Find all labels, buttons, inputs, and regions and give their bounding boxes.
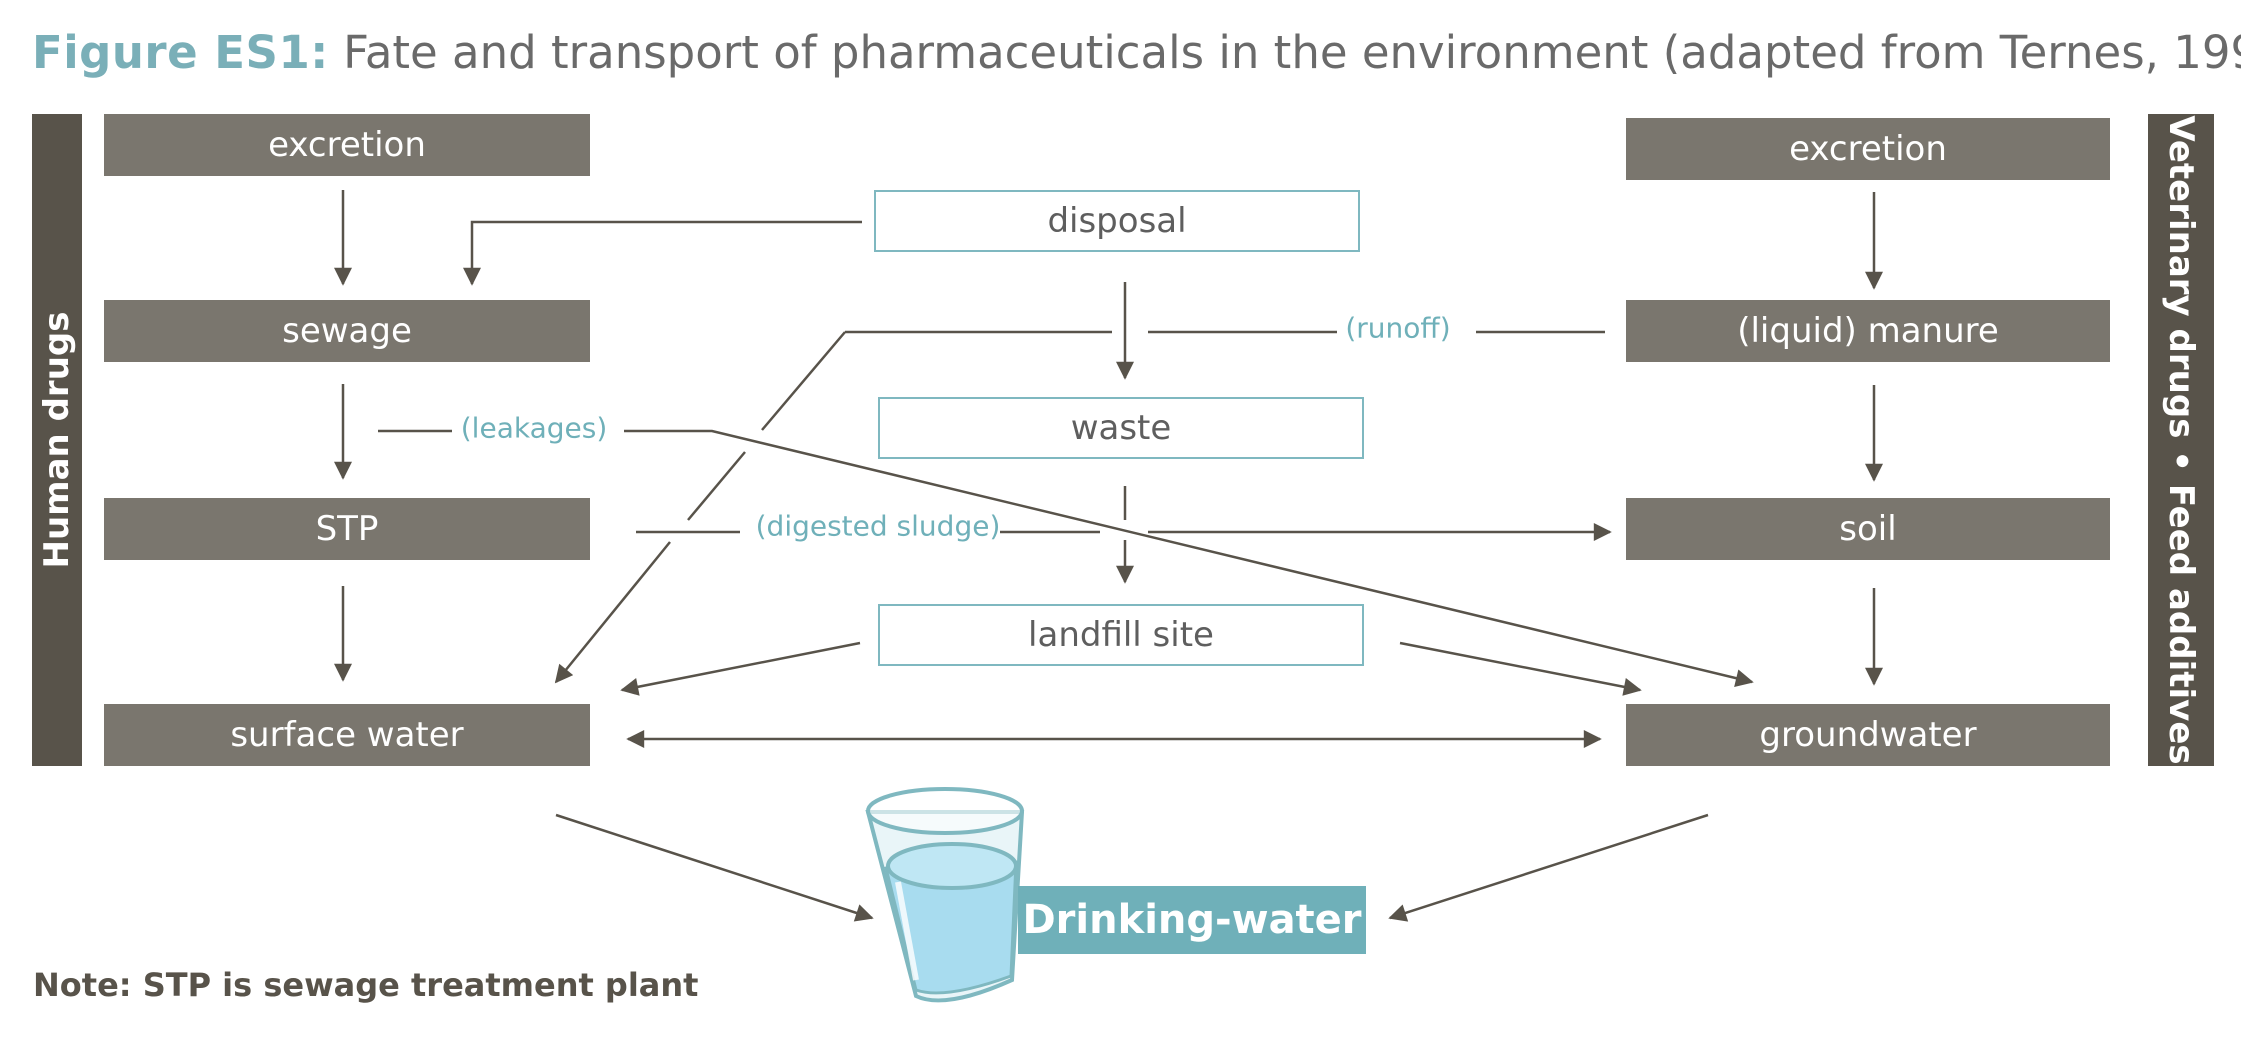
sewage-box: sewage [104,300,590,362]
figure-caption: Fate and transport of pharmaceuticals in… [343,26,2241,79]
excretion-human-box: excretion [104,114,590,176]
human-drugs-sidebar: Human drugs [32,114,82,766]
arrow-groundwater-to-drinking-water [1388,813,1709,922]
landfill-box: landfill site [878,604,1364,666]
arrow-landfill-to-surface-water [620,641,861,696]
arrow-disposal-to-sewage [463,220,862,286]
disposal-box: disposal [874,190,1360,252]
leakages-line-b [624,429,1754,687]
soil-box: soil [1626,498,2110,560]
manure-box: (liquid) manure [1626,300,2110,362]
runoff-line-left-b [761,331,846,431]
runoff-line-left-d [554,541,671,684]
arrow-landfill-to-groundwater [1399,641,1642,696]
veterinary-drugs-sidebar: Veterinary drugs • Feed additives [2148,114,2214,766]
surface-water-box: surface water [104,704,590,766]
drinking-glass-icon [865,787,1025,1003]
runoff-label: (runoff) [1345,311,1451,345]
figure-title: Figure ES1: Fate and transport of pharma… [32,18,2241,88]
groundwater-box: groundwater [1626,704,2110,766]
arrow-surface-to-drinking-water [555,813,874,922]
leakages-label: (leakages) [460,411,608,445]
digested-sludge-label: (digested sludge) [755,509,1001,543]
footnote: Note: STP is sewage treatment plant [33,966,699,1004]
runoff-line-left-c [687,451,746,521]
waste-box: waste [878,397,1364,459]
drinking-water-label: Drinking-water [1018,886,1366,954]
figure-label: Figure ES1: [32,26,329,79]
excretion-veterinary-box: excretion [1626,118,2110,180]
stp-box: STP [104,498,590,560]
